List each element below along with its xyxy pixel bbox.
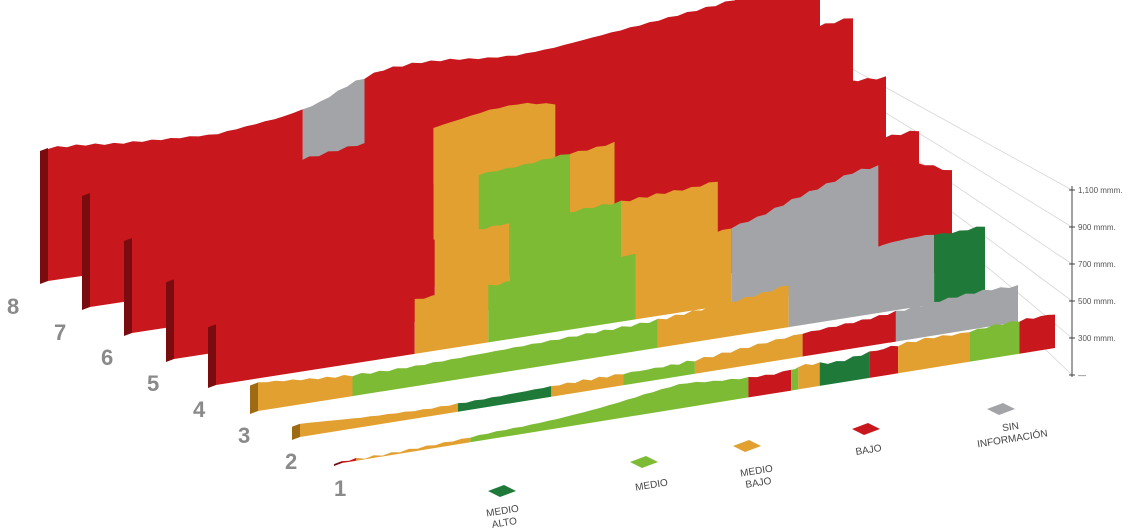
ridge-row-2: [292, 285, 1018, 440]
ridge-side-face: [166, 279, 174, 362]
legend-swatch: [630, 456, 658, 468]
row-label-2: 2: [285, 449, 297, 474]
legend-item-sin-informacion: SININFORMACIÓN: [975, 403, 1049, 451]
ridge-segment-medio: [488, 253, 636, 343]
legend-label: MEDIOBAJO: [740, 464, 776, 492]
legend-item-medio-alto: MEDIOALTO: [486, 485, 522, 531]
axis-tick-label: 700 mmm.: [1078, 260, 1116, 269]
ridge-segment-medio_alto: [934, 226, 985, 305]
legend-swatch: [987, 403, 1015, 415]
ridge-side-face: [82, 193, 90, 310]
row-label-3: 3: [238, 423, 250, 448]
ridge-segment-bajo: [869, 345, 899, 378]
legend-item-bajo: BAJO: [852, 423, 883, 458]
legend-label: MEDIOALTO: [486, 504, 522, 531]
axis-tick-label: —: [1078, 371, 1086, 380]
ridge-segment-medio: [969, 321, 1020, 362]
legend-item-medio: MEDIO: [630, 456, 669, 494]
ridge-segment-medio_bajo: [635, 228, 732, 320]
ridge-segment-medio: [623, 360, 695, 386]
ridge-side-face: [334, 461, 342, 466]
ridge-segment-bajo: [802, 310, 896, 357]
ridge-segment-medio_bajo: [258, 375, 353, 411]
ridge-segment-medio_bajo: [798, 362, 820, 390]
ridge-segment-medio_bajo: [300, 403, 458, 437]
ridge-side-face: [40, 148, 48, 284]
ridge-segment-medio_bajo: [898, 332, 970, 374]
row-label-6: 6: [101, 345, 113, 370]
ridge-series-group: [40, 0, 1055, 466]
ridge-side-face: [208, 324, 216, 388]
axis-tick-label: 1,100 mmm.: [1078, 186, 1122, 195]
legend-swatch: [488, 485, 516, 497]
row-label-1: 1: [334, 476, 346, 501]
row-label-5: 5: [147, 371, 159, 396]
ridge-segment-medio: [470, 377, 749, 443]
row-label-4: 4: [193, 397, 206, 422]
row-label-8: 8: [7, 294, 19, 319]
ridge-segment-medio_bajo: [356, 437, 471, 461]
legend-label: SININFORMACIÓN: [975, 417, 1049, 451]
ridge-segment-medio_bajo: [657, 285, 789, 348]
ridge-segment-sin_informacion: [788, 234, 935, 328]
ridge-side-face: [292, 423, 300, 440]
ridge-row-3: [250, 226, 985, 414]
ridge-segment-medio_alto: [819, 351, 870, 386]
legend-item-medio-bajo: MEDIOBAJO: [733, 440, 776, 492]
ridge-segment-bajo: [1019, 314, 1055, 354]
ridge-segment-medio_bajo: [694, 333, 803, 374]
axis-tick-label: 900 mmm.: [1078, 223, 1116, 232]
axis-tick-label: 300 mmm.: [1078, 334, 1116, 343]
ridge-segment-medio: [791, 367, 799, 391]
ridge-segment-medio_bajo: [551, 374, 624, 397]
legend-swatch: [852, 423, 880, 435]
legend-swatch: [733, 440, 761, 452]
ridge-side-face: [250, 382, 258, 414]
ridge-segment-bajo: [342, 457, 357, 463]
legend-label: BAJO: [855, 443, 883, 458]
value-axis: — 300 mmm. 500 mmm. 700 mmm. 900 mmm. 1,100 m…: [1069, 186, 1122, 380]
axis-tick-label: 500 mmm.: [1078, 297, 1116, 306]
ridge-segment-medio_alto: [458, 386, 552, 412]
ridge-segment-bajo: [216, 298, 415, 385]
legend-label: MEDIO: [635, 478, 669, 494]
row-labels-group: 1 2 3 4 5 6 7 8: [7, 294, 346, 501]
ridge-side-face: [124, 238, 132, 336]
ridge-segment-medio_bajo: [414, 284, 489, 354]
ridge-segment-bajo: [748, 369, 792, 398]
ridge-segment-medio: [352, 318, 658, 397]
ridge-segment-sin_informacion: [895, 285, 1018, 342]
row-label-7: 7: [54, 320, 66, 345]
ridge-row-1: [334, 314, 1055, 466]
